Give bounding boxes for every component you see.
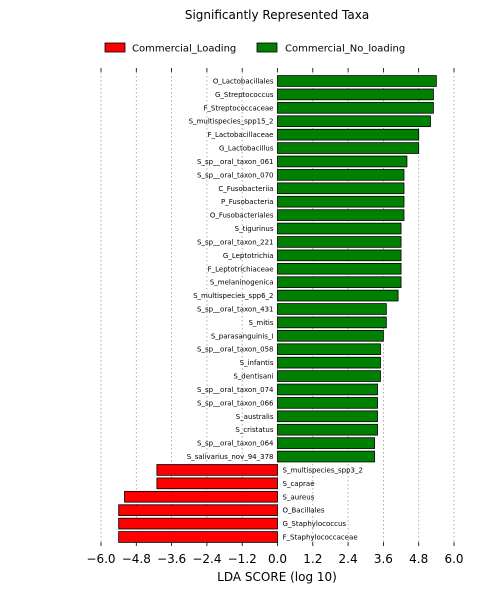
chart-title: Significantly Represented Taxa (185, 8, 369, 22)
legend: Commercial_Loading Commercial_No_loading (104, 42, 405, 55)
bar (277, 262, 402, 275)
bar-label: S_dentisani (233, 373, 273, 381)
bar (277, 343, 381, 356)
bar (118, 531, 278, 543)
bar-label: S_parasanguinis_I (211, 332, 274, 340)
bar (277, 182, 405, 195)
bar (277, 75, 437, 87)
bar-label: S_sp__oral_taxon_074 (197, 386, 274, 394)
bars (118, 75, 437, 543)
bar (156, 464, 278, 476)
bar-label: S_australis (236, 413, 274, 421)
bar (277, 303, 387, 315)
bar (277, 397, 378, 409)
bar-label: O_Lactobacillales (213, 78, 274, 86)
bar-label: P_Fusobacteria (221, 198, 273, 206)
bar (277, 115, 431, 128)
legend-label-no-loading: Commercial_No_loading (285, 44, 405, 55)
bar-label: S_aureus (283, 493, 315, 501)
x-tick-label: −6.0 (86, 552, 115, 566)
bar-label: G_Staphylococcus (283, 520, 347, 528)
bar (277, 276, 402, 288)
legend-swatch-no-loading (256, 42, 278, 53)
bar-label: C_Fusobacteriia (218, 185, 273, 193)
x-tick-label: 6.0 (444, 552, 463, 566)
bar (118, 517, 278, 530)
bar (277, 356, 381, 369)
bar-label: S_sp__oral_taxon_070 (197, 171, 273, 179)
x-tick-label: −4.8 (122, 552, 151, 566)
bar-label: S_infantis (240, 359, 274, 367)
x-tick-label: −1.2 (228, 552, 257, 566)
bar (277, 370, 381, 382)
bar (277, 330, 384, 342)
bar-label: S_multispecies_spp6_2 (193, 292, 273, 300)
bar (277, 169, 405, 181)
bar-label: F_Leptotrichiaceae (208, 265, 274, 273)
bar-label: F_Staphylococcaceae (283, 534, 358, 542)
bar-label: O_Fusobacteriales (210, 212, 274, 220)
bar (277, 450, 375, 463)
bar (277, 236, 402, 248)
bar (277, 209, 405, 221)
bar-label: S_melaninogenica (210, 279, 274, 287)
bar-label: S_sp__oral_taxon_221 (197, 238, 273, 246)
x-tick-label: 0.0 (268, 552, 287, 566)
bar (277, 249, 402, 262)
bar (277, 128, 420, 141)
bar-label: S_sp__oral_taxon_064 (197, 440, 274, 448)
bar-label: F_Streptococcaceae (203, 104, 273, 112)
bar (277, 410, 378, 423)
x-axis-label: LDA SCORE (log 10) (217, 570, 337, 584)
bar-label: O_Bacillales (283, 507, 325, 515)
bar-label: S_caprae (283, 480, 315, 488)
x-axis: −6.0 −4.8 −3.6 −2.4 −1.2 0.0 1.2 2.4 3.6 4.8 6.0 (86, 68, 464, 566)
bar (277, 289, 399, 302)
bar (277, 316, 387, 329)
bar-label: S_sp__oral_taxon_431 (197, 306, 273, 314)
legend-label-loading: Commercial_Loading (132, 44, 236, 55)
bar-label: S_sp__oral_taxon_066 (197, 399, 274, 407)
bar (277, 88, 434, 101)
bar (277, 142, 420, 154)
bar (124, 490, 278, 503)
x-tick-label: 4.8 (409, 552, 428, 566)
bar (118, 504, 278, 516)
bar-label: S_tigurinus (235, 225, 274, 233)
legend-swatch-loading (104, 42, 126, 53)
x-tick-label: 2.4 (339, 552, 358, 566)
bar-label: S_sp__oral_taxon_061 (197, 158, 273, 166)
bar (277, 383, 378, 396)
bar (277, 437, 375, 449)
bar-label: G_Streptococcus (215, 91, 274, 99)
bar (277, 195, 405, 208)
x-tick-label: −3.6 (157, 552, 186, 566)
bar-label: S_multispecies_spp15_2 (189, 118, 274, 126)
bar (277, 102, 434, 114)
bar-label: S_multispecies_spp3_2 (283, 466, 363, 474)
bar-label: S_mitis (248, 319, 273, 327)
bar (277, 423, 378, 436)
bar-label: S_cristatus (235, 426, 273, 434)
bar (277, 222, 402, 235)
bar (156, 477, 278, 490)
bar-label: S_sp__oral_taxon_058 (197, 346, 273, 354)
bar-label: F_Lactobacillaceae (207, 131, 273, 139)
bar-labels: O_Lactobacillales G_Streptococcus F_Strept… (187, 78, 363, 542)
bar-label: G_Lactobacillus (219, 145, 274, 153)
bar-label: S_salivarius_nov_94_378 (187, 453, 274, 461)
x-tick-label: −2.4 (192, 552, 221, 566)
bar-label: G_Leptotrichia (223, 252, 274, 260)
bar (277, 155, 408, 168)
x-tick-label: 1.2 (303, 552, 322, 566)
x-tick-label: 3.6 (374, 552, 393, 566)
